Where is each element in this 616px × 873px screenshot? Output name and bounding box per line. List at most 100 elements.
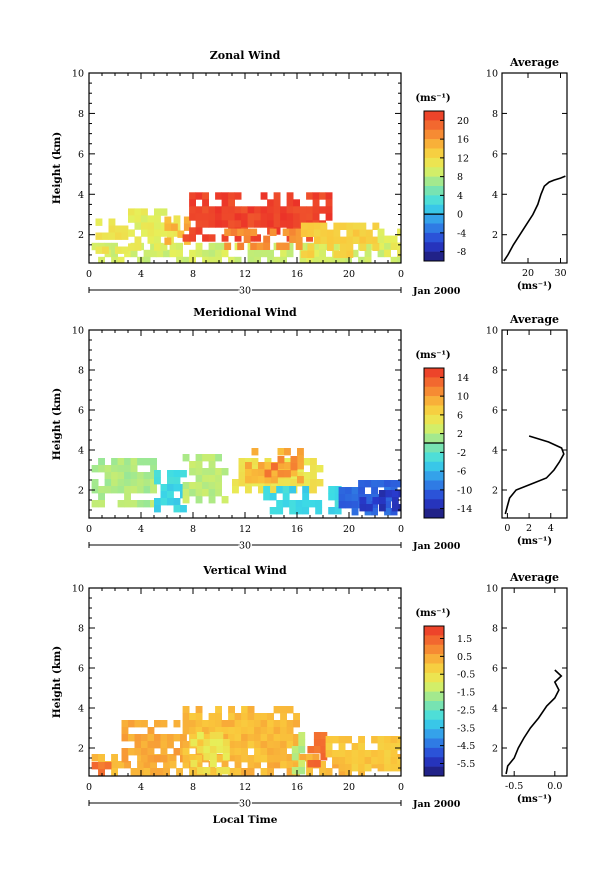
profile-y-tick-label: 8 xyxy=(492,624,498,635)
heatmap-cell xyxy=(124,500,131,508)
heatmap-cell xyxy=(195,227,203,235)
heatmap-cell xyxy=(117,500,125,508)
heatmap-cell xyxy=(128,208,135,216)
heatmap-cell xyxy=(238,465,246,473)
colorbar-segment xyxy=(424,626,444,636)
heatmap-cell xyxy=(286,706,294,714)
heatmap-cell xyxy=(299,213,307,221)
heatmap-cell xyxy=(338,757,346,765)
heatmap-cell xyxy=(247,234,255,242)
heatmap-cell xyxy=(260,755,268,763)
heatmap-cell xyxy=(137,486,144,494)
heatmap-cell xyxy=(260,192,268,200)
heatmap-cell xyxy=(130,249,138,258)
heatmap-cell xyxy=(280,720,287,728)
profile-unit: (ms⁻¹) xyxy=(517,281,552,292)
heatmap-cell xyxy=(333,222,341,230)
heatmap-cell xyxy=(269,228,277,236)
heatmap-cell xyxy=(215,192,222,200)
heatmap-cell xyxy=(310,486,317,494)
heatmap-cell xyxy=(319,256,326,263)
colorbar-tick-label: -4.5 xyxy=(457,741,475,752)
profile-y-tick-label: 6 xyxy=(492,664,498,675)
x-tick-label: 0 xyxy=(398,782,404,793)
heatmap-cell xyxy=(160,720,168,728)
heatmap-cell xyxy=(377,750,385,758)
heatmap-cell xyxy=(143,486,151,494)
heatmap-cell xyxy=(325,736,333,744)
heatmap-cell xyxy=(384,242,391,251)
heatmap-cell xyxy=(251,469,259,477)
heatmap-cell xyxy=(346,250,354,258)
heatmap-cell xyxy=(364,750,372,758)
x-tick-label: 8 xyxy=(190,269,196,280)
heatmap-cell xyxy=(338,768,346,776)
heatmap-cell xyxy=(98,500,105,508)
heatmap-cell xyxy=(254,256,261,263)
heatmap-cell xyxy=(315,500,323,508)
heatmap-cell xyxy=(338,501,346,509)
heatmap-cell xyxy=(182,720,190,728)
heatmap-cell xyxy=(189,249,196,258)
heatmap-cell xyxy=(260,713,268,721)
heatmap-cell xyxy=(245,458,252,466)
heatmap-cell xyxy=(291,753,299,761)
heatmap-cell xyxy=(358,768,365,776)
heatmap-cell xyxy=(293,741,300,749)
heatmap-cell xyxy=(358,480,365,488)
heatmap-cell xyxy=(221,496,229,504)
heatmap-cell xyxy=(241,755,248,763)
heatmap-cell xyxy=(377,743,385,751)
heatmap-cell xyxy=(280,734,287,742)
heatmap-cell xyxy=(183,223,191,231)
heatmap-cell xyxy=(247,734,255,742)
heatmap-cell xyxy=(297,462,304,470)
heatmap-cell xyxy=(117,472,125,480)
heatmap-cell xyxy=(196,732,204,740)
heatmap-cell xyxy=(147,734,155,742)
profile-y-tick-label: 2 xyxy=(492,486,498,497)
heatmap-cell xyxy=(338,487,346,495)
heatmap-cell xyxy=(228,256,235,263)
heatmap-cell xyxy=(98,486,105,494)
heatmap-cell xyxy=(276,507,284,515)
heatmap-cell xyxy=(298,746,306,754)
heatmap-cell xyxy=(332,242,339,251)
heatmap-cell xyxy=(243,235,251,243)
heatmap-cell xyxy=(397,249,401,257)
heatmap-cell xyxy=(241,220,248,228)
heatmap-cell xyxy=(117,761,125,769)
heatmap-cell xyxy=(295,500,303,508)
heatmap-cell xyxy=(267,220,274,228)
heatmap-cell xyxy=(276,500,284,508)
heatmap-cell xyxy=(95,246,103,254)
y-tick-label: 6 xyxy=(78,406,84,417)
heatmap-cell xyxy=(141,734,148,742)
heatmap-cell xyxy=(293,720,300,728)
heatmap-cell xyxy=(121,748,129,756)
heatmap-cell xyxy=(150,761,157,769)
heatmap-cell xyxy=(291,767,299,775)
heatmap-cell xyxy=(273,220,281,228)
heatmap-cell xyxy=(273,206,281,214)
colorbar-segment xyxy=(424,186,444,196)
heatmap-cell xyxy=(273,192,281,200)
heatmap-cell xyxy=(111,249,118,258)
heatmap-cell xyxy=(282,500,290,508)
heatmap-cell xyxy=(121,755,129,763)
heatmap-cell xyxy=(195,468,203,476)
heatmap-cell xyxy=(313,229,321,237)
heatmap-cell xyxy=(351,743,359,751)
heatmap-cell xyxy=(384,743,391,751)
heatmap-cell xyxy=(328,486,336,494)
heatmap-cell xyxy=(238,472,246,480)
heatmap-cell xyxy=(325,256,333,263)
heatmap-cell xyxy=(334,507,342,515)
colorbar-segment xyxy=(424,747,444,758)
colorbar-segment xyxy=(424,471,444,481)
x-tick-label: 12 xyxy=(239,269,251,280)
heatmap-cell xyxy=(208,720,216,728)
colorbar-tick-label: -14 xyxy=(457,504,472,515)
heatmap-cell xyxy=(104,479,112,487)
heatmap-cell xyxy=(221,192,229,200)
